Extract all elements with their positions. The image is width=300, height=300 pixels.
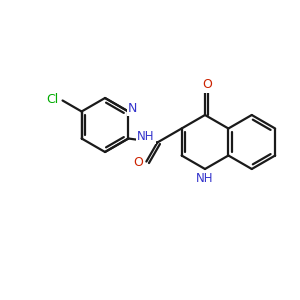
Text: NH: NH [137, 130, 154, 143]
Text: O: O [202, 79, 212, 92]
Text: NH: NH [196, 172, 214, 184]
Text: N: N [128, 102, 137, 115]
Text: O: O [134, 156, 143, 169]
Text: Cl: Cl [46, 93, 59, 106]
